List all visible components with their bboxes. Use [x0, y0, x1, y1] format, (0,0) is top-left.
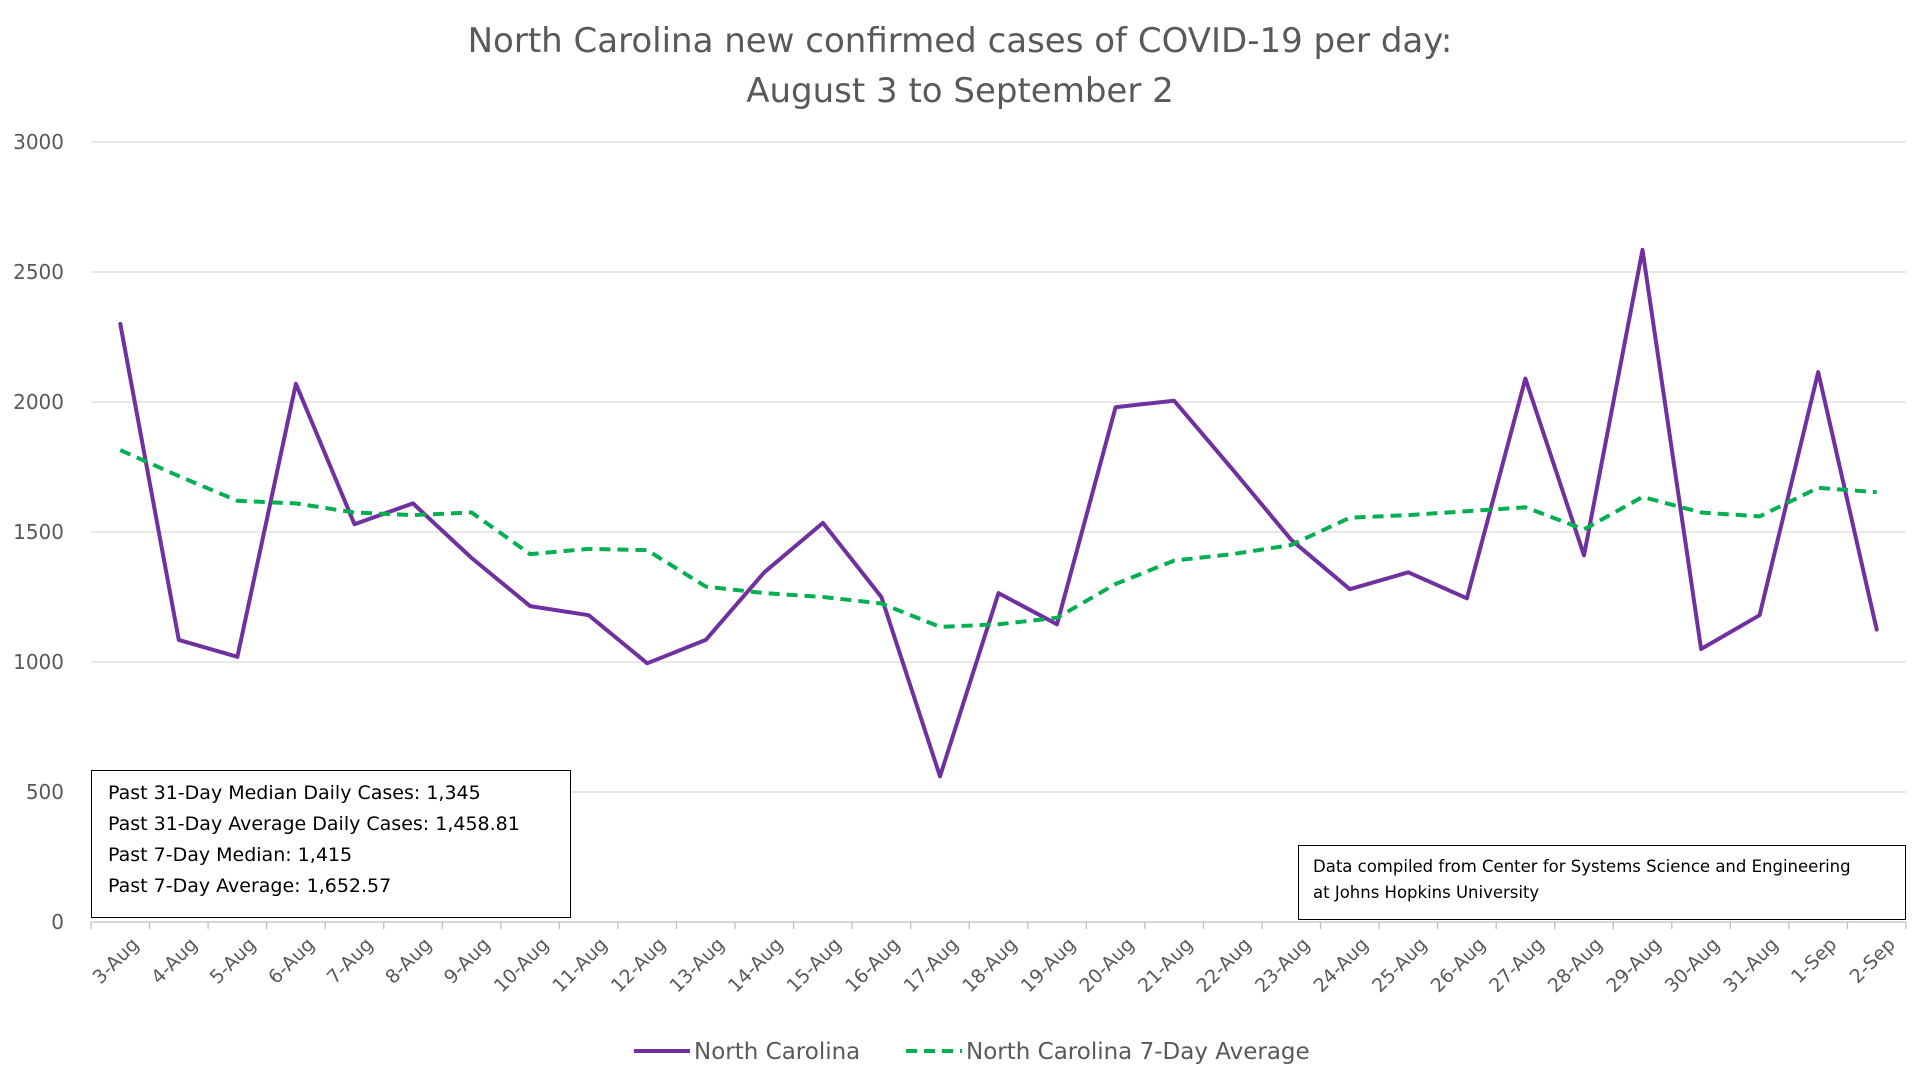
- y-tick-label: 2500: [13, 260, 64, 284]
- x-tick-label: 12-Aug: [607, 934, 670, 997]
- x-tick-label: 17-Aug: [900, 934, 963, 997]
- x-tick-label: 31-Aug: [1719, 934, 1782, 997]
- x-tick-label: 4-Aug: [147, 934, 202, 989]
- x-tick-label: 28-Aug: [1544, 934, 1607, 997]
- y-tick-label: 1000: [13, 650, 64, 674]
- series-line-7day-average: [119, 448, 1877, 629]
- x-tick-label: 14-Aug: [724, 934, 787, 997]
- stat-7day-average: Past 7-Day Average: 1,652.57: [108, 875, 392, 897]
- stat-31day-median: Past 31-Day Median Daily Cases: 1,345: [108, 782, 481, 804]
- x-tick-label: 15-Aug: [783, 934, 846, 997]
- x-tick-label: 23-Aug: [1251, 934, 1314, 997]
- x-tick-label: 27-Aug: [1485, 934, 1548, 997]
- chart-title: North Carolina new confirmed cases of CO…: [468, 21, 1453, 61]
- x-tick-label: 30-Aug: [1661, 934, 1724, 997]
- x-tick-label: 3-Aug: [89, 934, 144, 989]
- x-tick-label: 18-Aug: [958, 934, 1021, 997]
- x-tick-label: 24-Aug: [1309, 934, 1372, 997]
- x-tick-label: 9-Aug: [440, 934, 495, 989]
- x-tick-label: 5-Aug: [206, 934, 261, 989]
- source-annotation-box: Data compiled from Center for Systems Sc…: [1298, 845, 1906, 920]
- legend-label: North Carolina: [694, 1039, 860, 1065]
- y-tick-label: 2000: [13, 390, 64, 414]
- x-axis-ticks: 3-Aug 4-Aug 5-Aug 6-Aug 7-Aug 8-Aug 9-Aug10-Au…: [89, 934, 1900, 997]
- y-axis-ticks: 0 500 1000 1500 2000 2500 3000: [13, 130, 64, 934]
- x-tick-label: 2-Sep: [1846, 934, 1900, 988]
- y-tick-label: 3000: [13, 130, 64, 154]
- x-tick-label: 16-Aug: [841, 934, 904, 997]
- y-tick-label: 500: [26, 780, 64, 804]
- series-lines: [118, 247, 1879, 779]
- chart-subtitle: August 3 to September 2: [746, 71, 1174, 111]
- x-tick-label: 21-Aug: [1134, 934, 1197, 997]
- series-line-north-carolina: [118, 247, 1879, 779]
- x-tick-label: 19-Aug: [1017, 934, 1080, 997]
- stat-31day-average: Past 31-Day Average Daily Cases: 1,458.8…: [108, 813, 520, 835]
- gridlines: [90, 141, 1907, 929]
- x-tick-label: 1-Sep: [1787, 934, 1841, 988]
- stat-7day-median: Past 7-Day Median: 1,415: [108, 844, 353, 866]
- x-tick-label: 22-Aug: [1192, 934, 1255, 997]
- x-tick-label: 25-Aug: [1368, 934, 1431, 997]
- y-tick-label: 0: [51, 910, 64, 934]
- legend-label: North Carolina 7-Day Average: [966, 1039, 1310, 1065]
- x-tick-label: 13-Aug: [665, 934, 728, 997]
- source-line-2: at Johns Hopkins University: [1313, 883, 1540, 902]
- source-line-1: Data compiled from Center for Systems Sc…: [1313, 857, 1851, 876]
- x-tick-label: 29-Aug: [1602, 934, 1665, 997]
- stats-annotation-box: Past 31-Day Median Daily Cases: 1,345 Pa…: [91, 770, 571, 918]
- x-tick-label: 10-Aug: [490, 934, 553, 997]
- x-tick-label: 6-Aug: [264, 934, 319, 989]
- x-tick-label: 20-Aug: [1075, 934, 1138, 997]
- x-tick-label: 11-Aug: [548, 934, 611, 997]
- x-tick-label: 26-Aug: [1427, 934, 1490, 997]
- x-tick-label: 8-Aug: [381, 934, 436, 989]
- x-tick-label: 7-Aug: [323, 934, 378, 989]
- y-tick-label: 1500: [13, 520, 64, 544]
- legend: North Carolina North Carolina 7-Day Avera…: [634, 1039, 1310, 1065]
